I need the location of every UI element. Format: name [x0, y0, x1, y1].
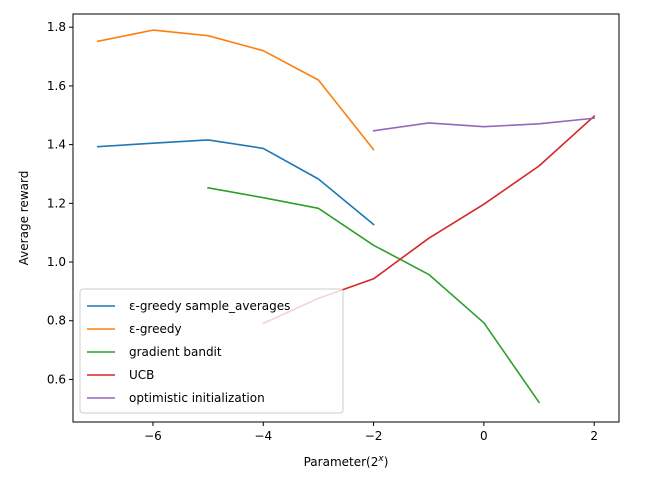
series-line-1 — [96, 29, 375, 151]
legend-entry: UCB — [87, 368, 154, 382]
legend-label: UCB — [129, 368, 154, 382]
x-axis-label-superscript: x — [377, 454, 384, 464]
series-line-4 — [372, 117, 596, 132]
y-tick-label: 1.6 — [47, 79, 66, 93]
legend-entry: gradient bandit — [87, 345, 222, 359]
legend-box — [79, 288, 344, 414]
y-tick-label: 0.8 — [47, 314, 66, 328]
legend-entry: ε-greedy sample_averages — [87, 299, 290, 313]
y-tick-label: 1.8 — [47, 20, 66, 34]
x-tick-label: −4 — [254, 429, 272, 443]
series-line-2 — [207, 186, 541, 404]
x-tick-label: 2 — [590, 429, 598, 443]
y-tick-label: 0.6 — [47, 372, 66, 386]
legend-entry: optimistic initialization — [87, 391, 265, 405]
legend-label: optimistic initialization — [129, 391, 265, 405]
x-axis-label: Parameter(2x) — [304, 454, 389, 469]
y-tick-label: 1.0 — [47, 255, 66, 269]
series-line-0 — [96, 139, 375, 226]
legend-label: ε-greedy sample_averages — [129, 299, 290, 313]
legend-label: gradient bandit — [129, 345, 222, 359]
x-tick-label: −6 — [144, 429, 162, 443]
y-tick-label: 1.4 — [47, 138, 66, 152]
plot-frame — [72, 13, 620, 423]
y-axis-label: Average reward — [17, 171, 31, 266]
y-tick-label: 1.2 — [47, 196, 66, 210]
x-tick-label: −2 — [365, 429, 383, 443]
y-axis: 0.6 0.8 1.0 1.2 1.4 1.6 1.8 — [47, 20, 73, 386]
x-axis: −6 −4 −2 0 2 — [144, 422, 598, 443]
legend: ε-greedy sample_averages ε-greedy gradient… — [79, 288, 344, 414]
legend-label: ε-greedy — [129, 322, 182, 336]
x-tick-label: 0 — [480, 429, 488, 443]
legend-entry: ε-greedy — [87, 322, 182, 336]
